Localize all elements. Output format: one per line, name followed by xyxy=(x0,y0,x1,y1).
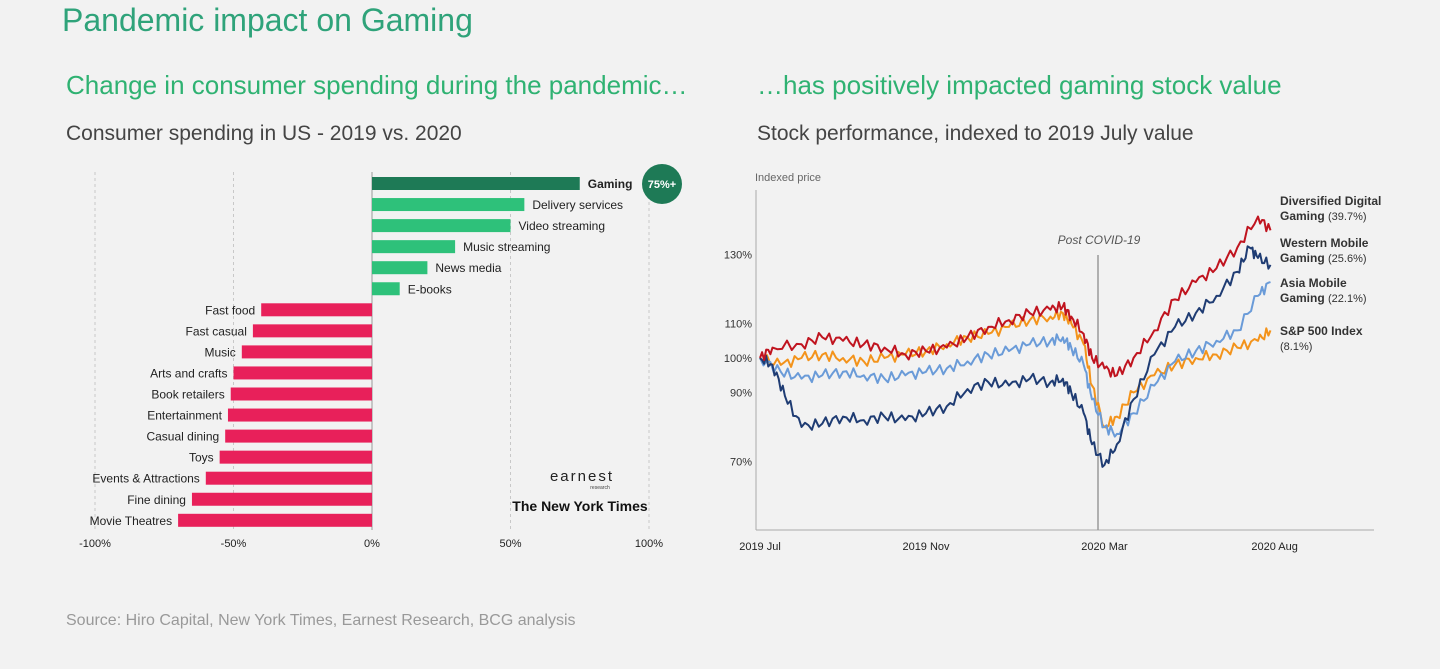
x-tick-label: 2020 Mar xyxy=(1081,541,1128,553)
legend-name: Diversified Digital xyxy=(1280,194,1381,208)
left-heading: Change in consumer spending during the p… xyxy=(66,70,688,100)
earnest-logo: earnest research xyxy=(550,468,614,491)
legend-name-line2: Gaming (39.7%) xyxy=(1280,209,1367,223)
y-axis-label: Indexed price xyxy=(755,172,821,184)
legend-change: (8.1%) xyxy=(1280,341,1312,353)
bar-label: E-books xyxy=(408,282,452,296)
badge-circle xyxy=(642,164,682,204)
bar-label: Book retailers xyxy=(151,388,224,402)
earnest-logo-text: earnest xyxy=(550,468,614,485)
bar-label: Fine dining xyxy=(127,493,186,507)
series-line xyxy=(759,245,1272,468)
bar-label: Delivery services xyxy=(532,198,623,212)
y-tick-label: 130% xyxy=(724,250,752,262)
bar-label: Movie Theatres xyxy=(90,514,172,528)
legend-name: S&P 500 Index xyxy=(1280,324,1363,338)
y-tick-label: 100% xyxy=(724,353,752,365)
bar xyxy=(191,492,372,506)
bar xyxy=(227,408,372,422)
page-title: Pandemic impact on Gaming xyxy=(62,2,473,38)
source-note: Source: Hiro Capital, New York Times, Ea… xyxy=(66,612,576,629)
y-tick-label: 110% xyxy=(725,319,753,331)
bar-label: Casual dining xyxy=(146,430,219,444)
covid-annotation: Post COVID-19 xyxy=(1058,233,1141,247)
bar-label: Music streaming xyxy=(463,240,550,254)
y-tick-label: 70% xyxy=(730,457,752,469)
bar-label: News media xyxy=(435,261,501,275)
bar xyxy=(205,471,372,485)
stock-line-chart: Indexed price 70% 90% 100% 110% 130% 2019 Ju… xyxy=(724,172,1382,553)
bar-label: Toys xyxy=(189,451,214,465)
earnest-logo-sub: research xyxy=(590,485,610,491)
x-tick-label: 50% xyxy=(499,538,521,550)
bar xyxy=(233,366,372,380)
legend-name-line2: Gaming (22.1%) xyxy=(1280,291,1367,305)
right-chart-title: Stock performance, indexed to 2019 July … xyxy=(757,122,1194,145)
series-line xyxy=(759,308,1272,429)
x-tick-label: -100% xyxy=(79,538,111,550)
series-line xyxy=(759,281,1271,438)
x-tick-label: -50% xyxy=(221,538,247,550)
x-tick-label: 2019 Nov xyxy=(902,541,950,553)
x-tick-label: 2020 Aug xyxy=(1251,541,1298,553)
nyt-logo: The New York Times xyxy=(512,498,648,514)
legend-name: Western Mobile xyxy=(1280,236,1369,250)
bar xyxy=(372,240,456,254)
bar xyxy=(372,261,428,275)
bar xyxy=(178,513,372,527)
x-tick-label: 2019 Jul xyxy=(739,541,781,553)
legend-name-line2: Gaming (25.6%) xyxy=(1280,251,1367,265)
bar xyxy=(252,324,372,338)
bar-label: Fast casual xyxy=(186,324,247,338)
bar-label: Gaming xyxy=(588,177,633,191)
gaming-badge: 75%+ xyxy=(642,164,682,204)
spending-bar-chart: Gaming Delivery services Video streaming Mu… xyxy=(79,164,682,550)
x-tick-label: 0% xyxy=(364,538,380,550)
bar-label: Fast food xyxy=(205,303,255,317)
bar-label: Arts and crafts xyxy=(150,366,227,380)
badge-label: 75%+ xyxy=(648,179,676,191)
y-tick-label: 90% xyxy=(730,388,752,400)
bar-label: Video streaming xyxy=(519,219,606,233)
bar xyxy=(225,429,372,443)
bar xyxy=(372,177,580,190)
legend-name: Asia Mobile xyxy=(1280,276,1347,290)
bar xyxy=(372,282,400,296)
series-line xyxy=(759,215,1272,378)
bar xyxy=(372,219,511,233)
bar xyxy=(230,387,372,401)
bar-label: Music xyxy=(204,345,235,359)
x-tick-label: 100% xyxy=(635,538,663,550)
bar xyxy=(241,345,372,359)
bar xyxy=(219,450,372,464)
bar xyxy=(261,303,372,317)
left-chart-title: Consumer spending in US - 2019 vs. 2020 xyxy=(66,122,462,145)
bar-label: Events & Attractions xyxy=(92,472,199,486)
bar-label: Entertainment xyxy=(147,409,222,423)
right-heading: …has positively impacted gaming stock va… xyxy=(757,70,1282,100)
bar xyxy=(372,198,525,212)
